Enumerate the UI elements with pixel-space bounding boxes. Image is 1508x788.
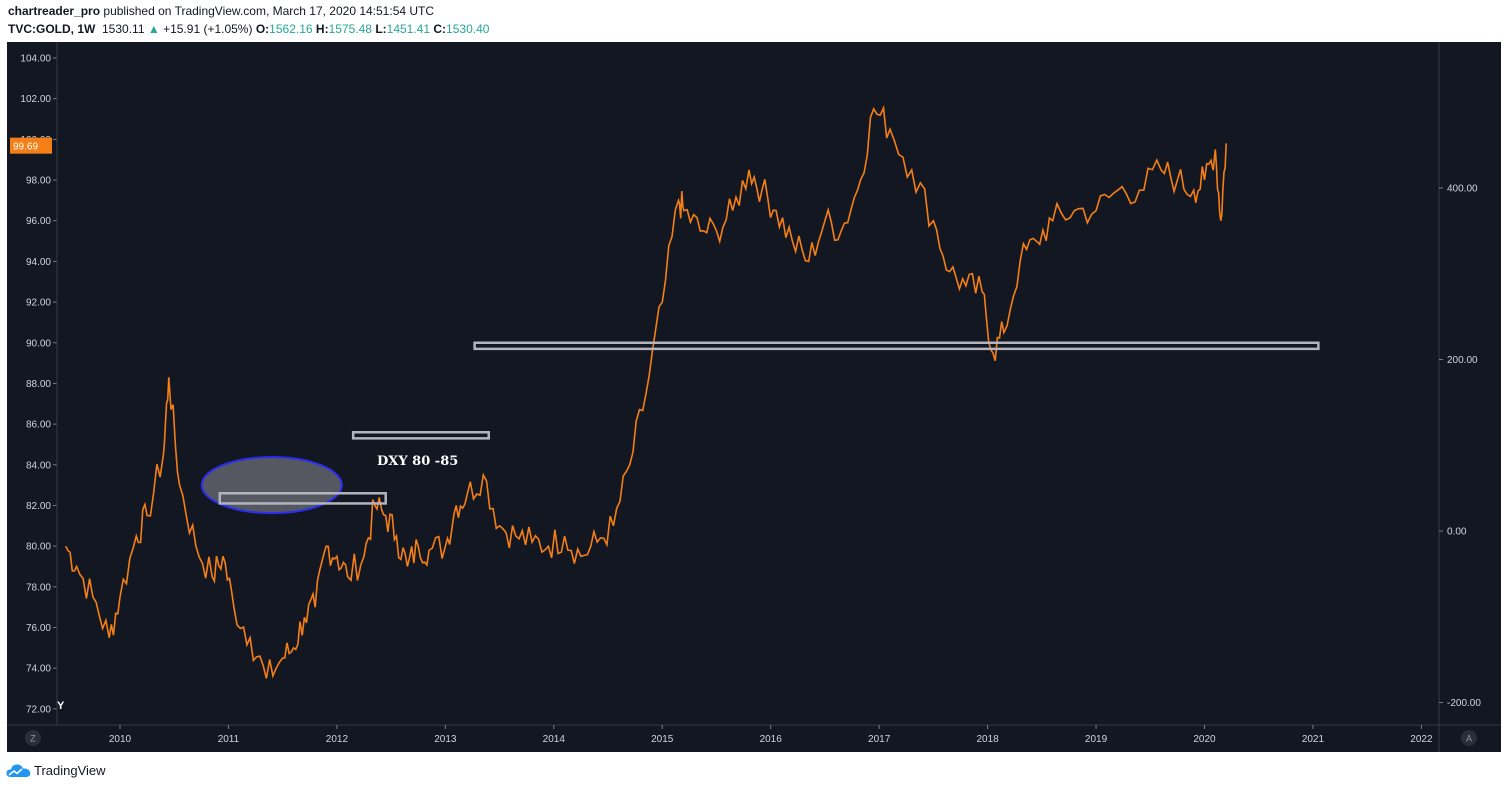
symbol-label: TVC:GOLD, 1W <box>8 22 96 36</box>
x-axis-tick-label: 2010 <box>109 734 132 745</box>
x-axis-tick-label: 2021 <box>1302 734 1325 745</box>
right-axis-tick-label: 400.00 <box>1447 184 1478 195</box>
tradingview-cloud-icon <box>6 764 31 777</box>
x-axis-tick-label: 2016 <box>760 734 783 745</box>
high-label: H: <box>315 22 329 36</box>
x-axis-tick-label: 2011 <box>218 734 240 745</box>
right-axis-tick-label: -200.00 <box>1447 698 1481 709</box>
support-box-long <box>473 341 1320 351</box>
left-axis-tick-label: 82.00 <box>26 501 51 512</box>
left-axis-tick-label: 96.00 <box>26 216 51 227</box>
x-axis-tick-label: 2020 <box>1193 734 1216 745</box>
right-axis-tick-label: 200.00 <box>1447 355 1478 366</box>
support-box-dxy-mid <box>351 431 490 440</box>
right-axis-tick-label: 0.00 <box>1447 527 1467 538</box>
dxy-price-tag-text: 99.69 <box>13 142 38 153</box>
last-price: 1530.11 <box>102 22 145 36</box>
open-value: 1562.16 <box>269 22 313 36</box>
symbol-ohlc-line: TVC:GOLD, 1W 1530.11 ▲ +15.91 (+1.05%) O… <box>8 22 489 36</box>
left-axis-tick-label: 92.00 <box>26 298 51 309</box>
left-axis-tick-label: 88.00 <box>26 379 51 390</box>
x-axis-tick-label: 2017 <box>868 734 891 745</box>
footer-brand-text: TradingView <box>34 762 106 778</box>
author-name[interactable]: chartreader_pro <box>8 4 101 18</box>
support-box-dxy-low <box>218 492 387 505</box>
close-value: 1530.40 <box>446 22 490 36</box>
left-axis-tick-label: 104.00 <box>20 54 51 65</box>
open-label: O: <box>255 22 270 36</box>
left-axis-tick-label: 84.00 <box>26 460 51 471</box>
publish-text: published on TradingView.com, March 17, … <box>103 4 435 18</box>
publish-info: chartreader_pro published on TradingView… <box>8 4 434 18</box>
left-axis-tick-label: 90.00 <box>26 338 51 349</box>
high-value: 1575.48 <box>328 22 372 36</box>
x-axis-tick-label: 2013 <box>434 734 457 745</box>
x-axis-tick-label: 2019 <box>1085 734 1108 745</box>
left-axis-tick-label: 78.00 <box>26 582 51 593</box>
annotation-dxy-80-85: DXY 80 -85 <box>377 454 458 469</box>
x-axis-tick-label: 2014 <box>543 734 566 745</box>
x-axis-tick-label: 2015 <box>651 734 674 745</box>
close-label: C: <box>433 22 447 36</box>
low-label: L: <box>375 22 387 36</box>
left-axis-tick-label: 94.00 <box>26 257 51 268</box>
x-axis-tick-label: 2018 <box>976 734 999 745</box>
change-value: +15.91 (+1.05%) <box>163 22 253 36</box>
z-button-label[interactable]: Z <box>30 734 36 744</box>
dxy-series-line <box>65 105 1227 679</box>
change-arrow-icon: ▲ <box>147 22 160 36</box>
left-axis-tick-label: 74.00 <box>26 664 51 675</box>
left-axis-tick-label: 80.00 <box>26 542 51 553</box>
ellipse-dxy-low <box>200 456 343 515</box>
x-axis-tick-label: 2022 <box>1410 734 1433 745</box>
left-axis-tick-label: 72.00 <box>26 704 51 715</box>
z-button <box>25 730 41 746</box>
y-axis-marker: Y <box>57 700 65 712</box>
footer-brand[interactable]: TradingView <box>6 761 106 779</box>
left-axis-tick-label: 102.00 <box>20 94 51 105</box>
a-button <box>1461 730 1477 746</box>
dxy-price-tag <box>10 137 52 154</box>
left-axis-tick-label: 86.00 <box>26 420 51 431</box>
low-value: 1451.41 <box>386 22 431 36</box>
left-axis-tick-label: 98.00 <box>26 176 51 187</box>
chart-area[interactable]: 104.00102.00100.0098.0096.0094.0092.0090… <box>7 42 1501 752</box>
left-axis-tick-label: 76.00 <box>26 623 51 634</box>
x-axis-tick-label: 2012 <box>326 734 349 745</box>
a-button-label[interactable]: A <box>1466 734 1472 744</box>
